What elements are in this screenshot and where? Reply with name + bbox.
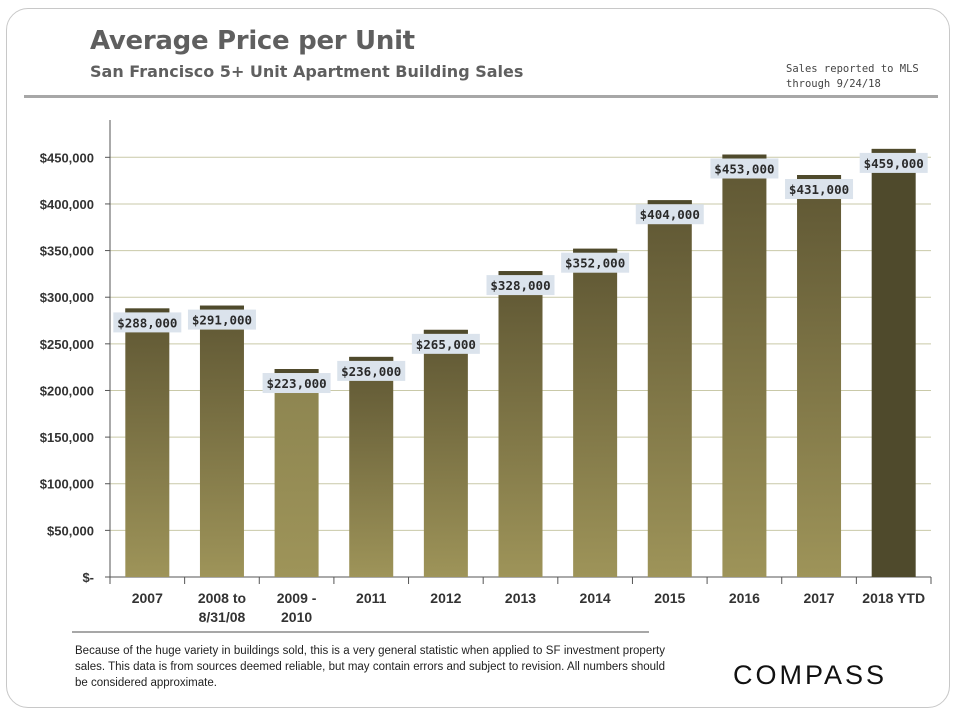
data-labels: $288,000 $291,000 $223,000 $236,000 $265,000… <box>113 152 928 394</box>
y-tick-label: $200,000 <box>40 383 94 398</box>
data-label: $431,000 <box>789 182 849 197</box>
data-label-background <box>710 158 779 179</box>
x-category-label: 2009 - <box>277 590 317 606</box>
chart-title: Average Price per Unit <box>90 26 415 56</box>
y-tick-label: $150,000 <box>40 430 94 445</box>
note-line: through 9/24/18 <box>786 78 881 90</box>
data-label-background <box>262 373 331 394</box>
y-tick-label: $350,000 <box>40 244 94 259</box>
y-tick-label: $100,000 <box>40 477 94 492</box>
data-label: $288,000 <box>117 315 177 330</box>
axes: $- $50,000 $100,000 $150,000 $200,000 $250,00… <box>40 120 932 625</box>
y-tick-label: $250,000 <box>40 337 94 352</box>
x-category-label: 2017 <box>803 590 834 606</box>
slide-frame <box>6 8 950 708</box>
data-label: $328,000 <box>490 278 550 293</box>
bar <box>274 369 319 577</box>
bar <box>722 154 767 577</box>
bar <box>349 356 394 577</box>
y-tick-label: $- <box>82 570 94 585</box>
bar <box>125 308 170 577</box>
x-category-label: 2015 <box>654 590 685 606</box>
header-divider <box>24 95 938 98</box>
data-label: $223,000 <box>266 376 326 391</box>
data-label-background <box>337 360 406 381</box>
bar <box>797 175 842 577</box>
data-label-background <box>785 179 854 200</box>
data-source-note: Sales reported to MLS through 9/24/18 <box>786 62 919 92</box>
data-label: $236,000 <box>341 364 401 379</box>
bar-cap <box>722 154 767 159</box>
x-category-label: 2011 <box>356 590 387 606</box>
data-label: $265,000 <box>416 337 476 352</box>
x-category-label: 2016 <box>729 590 760 606</box>
x-category-label: 2012 <box>430 590 461 606</box>
bar-cap <box>125 308 170 313</box>
x-category-label: 2008 to <box>198 590 246 606</box>
y-tick-label: $300,000 <box>40 290 94 305</box>
data-label-background <box>113 312 182 333</box>
x-category-label: 2013 <box>505 590 536 606</box>
disclaimer-divider <box>72 631 649 633</box>
bar <box>423 329 468 577</box>
x-category-label: 8/31/08 <box>199 609 246 625</box>
bar-cap <box>871 148 916 153</box>
compass-logo: COMPASS <box>733 660 888 690</box>
bar <box>199 305 244 577</box>
data-label: $404,000 <box>640 207 700 222</box>
bar-cap <box>274 369 319 374</box>
data-label-background <box>561 252 630 273</box>
x-category-label: 2010 <box>281 609 312 625</box>
data-label-background <box>187 309 256 330</box>
data-label-background <box>486 275 555 296</box>
bars <box>125 148 916 578</box>
bar <box>498 271 543 577</box>
y-tick-label: $400,000 <box>40 197 94 212</box>
data-label-background <box>859 152 928 173</box>
y-tick-label: $50,000 <box>47 523 94 538</box>
x-category-label: 2018 YTD <box>862 590 925 606</box>
bar <box>647 200 692 577</box>
bar-cap <box>573 248 618 253</box>
x-category-label: 2014 <box>580 590 611 606</box>
bar <box>871 148 916 578</box>
data-label-background <box>411 333 480 354</box>
bar-cap <box>797 175 842 180</box>
data-label: $352,000 <box>565 256 625 271</box>
chart-subtitle: San Francisco 5+ Unit Apartment Building… <box>90 62 524 81</box>
data-label: $453,000 <box>714 162 774 177</box>
data-label: $291,000 <box>192 313 252 328</box>
bar <box>573 248 618 577</box>
bar-cap <box>647 200 692 205</box>
y-tick-label: $450,000 <box>40 150 94 165</box>
bar-cap <box>423 329 468 334</box>
data-label-background <box>635 204 704 225</box>
disclaimer-text: Because of the huge variety in buildings… <box>75 645 665 689</box>
bar-cap <box>199 305 244 310</box>
data-label: $459,000 <box>864 156 924 171</box>
bar-cap <box>349 356 394 361</box>
x-category-label: 2007 <box>132 590 163 606</box>
note-line: Sales reported to MLS <box>786 63 919 75</box>
bar-cap <box>498 271 543 276</box>
